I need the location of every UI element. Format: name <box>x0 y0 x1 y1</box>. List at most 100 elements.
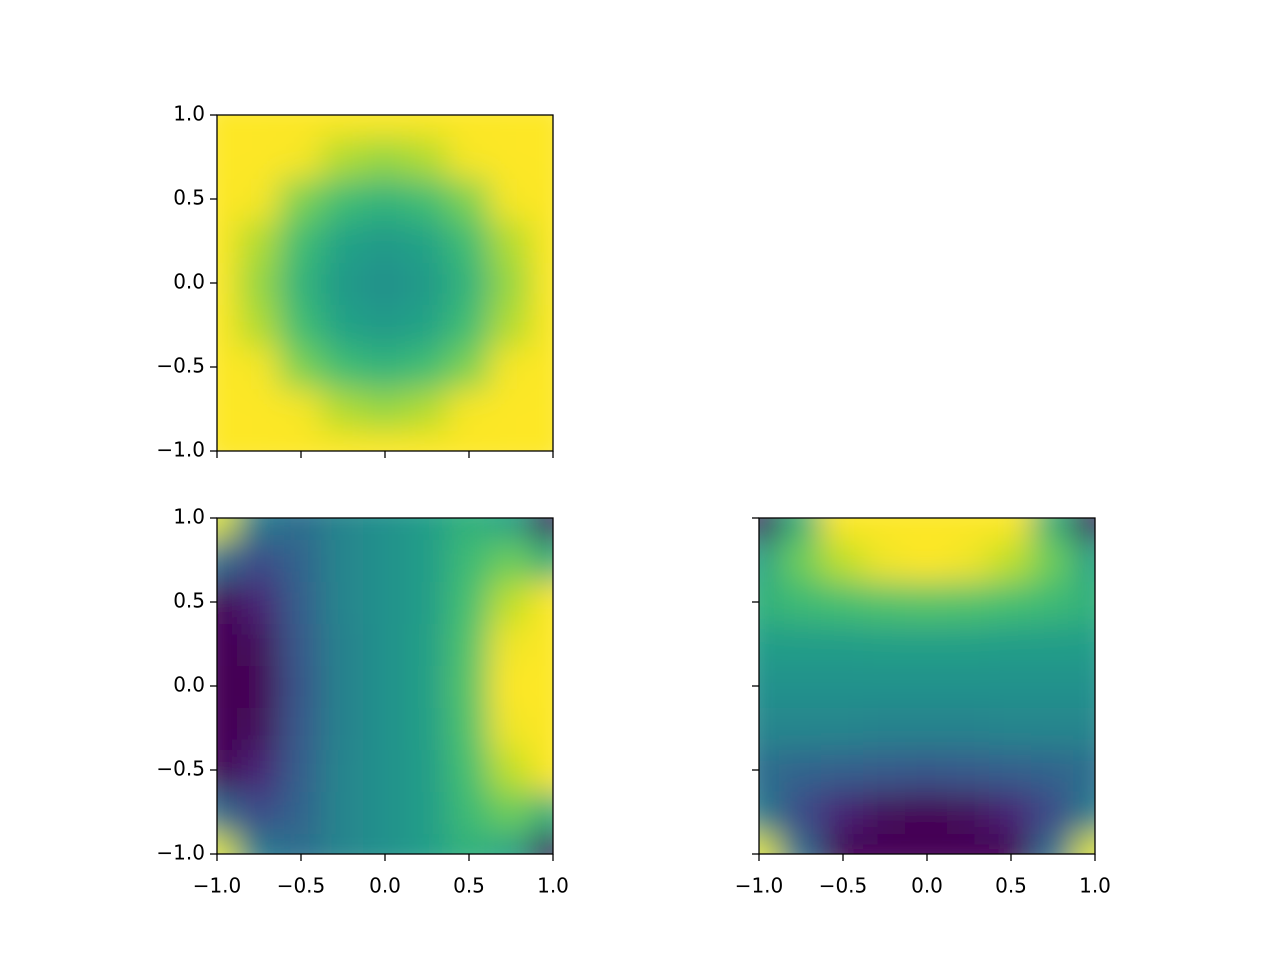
heatmap-cell <box>779 748 823 792</box>
heatmap-cell <box>1073 748 1095 792</box>
heatmap-cell <box>531 115 553 137</box>
heatmap-cell <box>447 706 491 750</box>
heatmap-cell <box>217 177 239 221</box>
heatmap-cell <box>863 580 907 624</box>
heatmap-cell <box>447 115 491 137</box>
heatmap-cell <box>489 748 533 792</box>
heatmap-cell <box>279 790 323 834</box>
heatmap-cell <box>237 261 281 305</box>
x-tick-label: 1.0 <box>537 874 569 898</box>
heatmap-cell <box>531 219 553 263</box>
heatmap-cell <box>779 664 823 708</box>
x-tick-label: 1.0 <box>1079 874 1111 898</box>
heatmap-cell <box>405 345 449 389</box>
heatmap-cell <box>363 429 407 451</box>
heatmap-cell <box>447 219 491 263</box>
heatmap-cell <box>531 261 553 305</box>
heatmap-cell <box>779 622 823 666</box>
heatmap-cell <box>321 115 365 137</box>
heatmap-cell <box>279 219 323 263</box>
heatmap-cell <box>237 429 281 451</box>
heatmap-cell <box>1031 790 1075 834</box>
heatmap-cell <box>321 345 365 389</box>
heatmap-cell <box>531 706 553 750</box>
heatmap-cell <box>759 790 781 834</box>
heatmap-cell <box>237 664 281 708</box>
heatmap-cell <box>489 115 533 137</box>
heatmap-cell <box>363 790 407 834</box>
heatmap-cell <box>1073 664 1095 708</box>
heatmap-cell <box>405 135 449 179</box>
heatmap-cell <box>489 303 533 347</box>
heatmap-cell <box>531 135 553 179</box>
y-tick-label: 0.0 <box>173 270 205 294</box>
heatmap-cell <box>279 832 323 854</box>
x-tick-label: −1.0 <box>735 874 784 898</box>
heatmap-cell <box>279 518 323 540</box>
heatmap-cell <box>821 790 865 834</box>
heatmap-cell <box>217 790 239 834</box>
heatmap-cell <box>489 518 533 540</box>
heatmap-cell <box>405 115 449 137</box>
heatmap-cell <box>489 135 533 179</box>
heatmap-cell <box>531 518 553 540</box>
heatmap-cell <box>279 580 323 624</box>
y-tick-label: 0.5 <box>173 589 205 613</box>
heatmap-cell <box>405 518 449 540</box>
heatmap-cell <box>1073 622 1095 666</box>
x-tick-label: −1.0 <box>193 874 242 898</box>
heatmap-cell <box>947 664 991 708</box>
heatmap-cell <box>759 706 781 750</box>
heatmap-cell <box>1031 518 1075 540</box>
heatmap-cell <box>489 429 533 451</box>
heatmap-cell <box>363 219 407 263</box>
heatmap-cell <box>531 303 553 347</box>
heatmap-cell <box>779 706 823 750</box>
heatmap-cell <box>863 538 907 582</box>
heatmap-cell <box>363 706 407 750</box>
heatmap-cell <box>863 790 907 834</box>
heatmap-cell <box>989 538 1033 582</box>
heatmap-cell <box>447 580 491 624</box>
heatmap-cell <box>821 664 865 708</box>
heatmap-cell <box>759 832 781 854</box>
heatmap-cell <box>279 748 323 792</box>
heatmap-cell <box>217 518 239 540</box>
heatmap-cell <box>447 261 491 305</box>
heatmap-cell <box>531 345 553 389</box>
heatmap-cell <box>279 135 323 179</box>
heatmap-cell <box>405 429 449 451</box>
heatmap-cell <box>447 538 491 582</box>
heatmap-cell <box>489 219 533 263</box>
heatmap-cell <box>1073 706 1095 750</box>
heatmap-cell <box>947 706 991 750</box>
heatmap-cell <box>217 748 239 792</box>
heatmap <box>217 518 553 854</box>
heatmap-cell <box>321 135 365 179</box>
heatmap-cell <box>905 790 949 834</box>
heatmap-cell <box>321 303 365 347</box>
heatmap-cell <box>531 664 553 708</box>
heatmap-cell <box>489 580 533 624</box>
y-tick-label: 1.0 <box>173 102 205 126</box>
y-tick-label: −0.5 <box>156 354 205 378</box>
heatmap-cell <box>1073 580 1095 624</box>
heatmap-cell <box>947 622 991 666</box>
x-tick-label: 0.0 <box>911 874 943 898</box>
heatmap-cell <box>405 177 449 221</box>
heatmap-cell <box>321 790 365 834</box>
heatmap-cell <box>237 580 281 624</box>
heatmap-cell <box>489 538 533 582</box>
heatmap-cell <box>217 622 239 666</box>
heatmap-cell <box>489 664 533 708</box>
heatmap-cell <box>821 580 865 624</box>
heatmap-cell <box>279 261 323 305</box>
heatmap-cell <box>279 345 323 389</box>
heatmap-cell <box>489 177 533 221</box>
heatmap-cell <box>217 832 239 854</box>
heatmap-cell <box>217 538 239 582</box>
heatmap-cell <box>405 706 449 750</box>
heatmap-cell <box>531 387 553 431</box>
